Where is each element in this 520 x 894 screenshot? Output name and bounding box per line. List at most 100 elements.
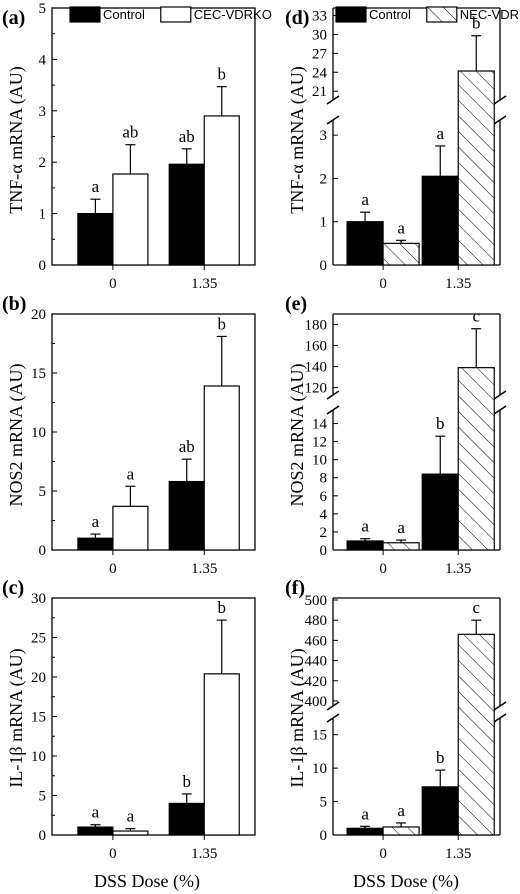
y-tick-label-a-1: 1 [39, 207, 47, 223]
significance-letter-a-s1-c1: b [218, 65, 227, 84]
y-tick-label-d-2: 2 [320, 171, 328, 187]
bar-f-s0-c1 [421, 786, 459, 836]
y-tick-label-e-8: 120 [305, 381, 328, 397]
significance-letter-e-s0-c0: a [361, 517, 369, 536]
y-tick-label-c-5: 25 [31, 631, 46, 647]
y-tick-label-a-2: 2 [39, 155, 47, 171]
bar-f-s1-c0 [382, 826, 420, 836]
y-tick-label-c-6: 30 [31, 591, 46, 607]
axis-break-mark-f-0-a [326, 701, 340, 711]
bar-f-s1-c1 [457, 633, 495, 836]
y-tick-label-e-3: 6 [320, 489, 328, 505]
significance-letter-e-s1-c1: c [472, 307, 480, 326]
y-tick-label-c-4: 20 [31, 670, 46, 686]
x-tick-label-d-0: 0 [379, 276, 387, 292]
bar-c-s0-c1 [168, 802, 205, 836]
y-tick-label-c-0: 0 [39, 828, 47, 844]
y-tick-label-c-2: 10 [31, 749, 46, 765]
y-tick-label-f-8: 480 [305, 613, 328, 629]
y-tick-label-f-0: 0 [320, 828, 328, 844]
bar-a-s1-c1 [203, 115, 240, 266]
x-tick-label-a-0: 0 [109, 276, 117, 292]
bar-a-s0-c1 [168, 163, 205, 266]
x-axis-title-right: DSS Dose (%) [353, 871, 459, 892]
bar-c-s1-c1 [203, 673, 240, 836]
x-tick-label-d-1: 1.35 [445, 276, 471, 292]
panel-label-c: (c) [2, 577, 24, 599]
y-tick-label-e-11: 180 [305, 318, 328, 334]
significance-letter-c-s0-c0: a [92, 803, 100, 822]
bar-a-s0-c0 [77, 213, 114, 266]
y-tick-label-f-6: 440 [305, 654, 328, 670]
y-axis-label-d: TNF-α mRNA (AU) [287, 66, 308, 213]
y-tick-label-e-6: 12 [312, 435, 327, 451]
significance-letter-a-s0-c0: a [92, 177, 100, 196]
significance-letter-b-s0-c1: ab [179, 437, 195, 456]
axis-break-mark-e-0-a [326, 390, 340, 400]
legend-swatch-d-1 [426, 6, 458, 23]
y-tick-label-b-4: 20 [31, 307, 46, 323]
panel-label-e: (e) [285, 293, 307, 315]
x-tick-label-c-1: 1.35 [191, 846, 217, 862]
bar-b-s1-c0 [112, 505, 149, 551]
y-tick-label-d-4: 21 [312, 84, 327, 100]
y-tick-label-d-8: 33 [312, 9, 327, 25]
legend-swatch-a-0 [69, 6, 101, 23]
x-tick-label-b-1: 1.35 [191, 561, 217, 577]
y-tick-label-f-4: 400 [305, 694, 328, 710]
panel-label-b: (b) [2, 293, 26, 315]
y-tick-label-b-3: 15 [31, 366, 46, 382]
y-tick-label-b-1: 5 [39, 484, 47, 500]
x-tick-label-b-0: 0 [109, 561, 117, 577]
y-tick-label-e-0: 0 [320, 543, 328, 559]
significance-letter-d-s0-c1: a [436, 124, 444, 143]
axis-break-mark-d-1-b [493, 115, 507, 125]
x-tick-label-e-1: 1.35 [445, 561, 471, 577]
bar-d-s0-c0 [346, 221, 384, 266]
bar-c-s1-c0 [112, 830, 149, 836]
significance-letter-c-s1-c1: b [218, 598, 227, 617]
bar-e-s0-c1 [421, 473, 459, 551]
significance-letter-e-s0-c1: b [436, 414, 445, 433]
y-tick-label-e-1: 2 [320, 525, 328, 541]
y-tick-label-f-3: 15 [312, 728, 327, 744]
bar-a-s1-c0 [112, 173, 149, 266]
significance-letter-d-s1-c0: a [397, 218, 405, 237]
y-tick-label-d-3: 3 [320, 128, 328, 144]
y-tick-label-d-6: 27 [312, 46, 328, 62]
y-tick-label-f-1: 5 [320, 795, 328, 811]
bar-d-s0-c1 [421, 175, 459, 266]
x-tick-label-f-0: 0 [379, 846, 387, 862]
y-tick-label-b-2: 10 [31, 425, 46, 441]
legend-swatch-d-0 [335, 6, 367, 23]
bar-d-s1-c1 [457, 70, 495, 266]
x-tick-label-a-1: 1.35 [191, 276, 217, 292]
y-tick-label-e-2: 4 [320, 507, 328, 523]
significance-letter-b-s0-c0: a [92, 512, 100, 531]
significance-letter-d-s1-c1: b [472, 14, 481, 33]
significance-letter-a-s1-c0: ab [122, 123, 138, 142]
y-tick-label-c-3: 15 [31, 710, 46, 726]
y-tick-label-e-7: 14 [312, 417, 328, 433]
significance-letter-b-s1-c1: b [218, 314, 227, 333]
y-tick-label-d-0: 0 [320, 258, 328, 274]
significance-letter-a-s0-c1: ab [179, 127, 195, 146]
y-axis-label-c: IL-1β mRNA (AU) [6, 648, 27, 787]
y-tick-label-a-0: 0 [39, 258, 47, 274]
axis-break-mark-f-0-b [326, 713, 340, 723]
panel-label-d: (d) [285, 7, 309, 29]
x-tick-label-f-1: 1.35 [445, 846, 471, 862]
y-tick-label-f-7: 460 [305, 633, 328, 649]
bar-d-s1-c0 [382, 242, 420, 266]
x-tick-label-c-0: 0 [109, 846, 117, 862]
bar-b-s0-c1 [168, 480, 205, 551]
bar-e-s1-c1 [457, 367, 495, 551]
y-tick-label-f-9: 500 [305, 593, 328, 609]
bar-e-s0-c0 [346, 540, 384, 551]
y-tick-label-e-4: 8 [320, 471, 328, 487]
panel-label-f: (f) [285, 577, 305, 599]
y-tick-label-a-4: 4 [39, 52, 47, 68]
legend-swatch-a-1 [160, 6, 192, 23]
legend-label-a-0: Control [103, 7, 145, 22]
